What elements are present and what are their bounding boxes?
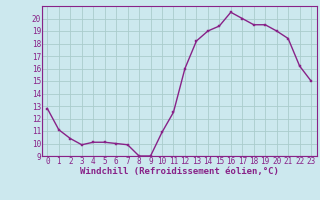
X-axis label: Windchill (Refroidissement éolien,°C): Windchill (Refroidissement éolien,°C) bbox=[80, 167, 279, 176]
